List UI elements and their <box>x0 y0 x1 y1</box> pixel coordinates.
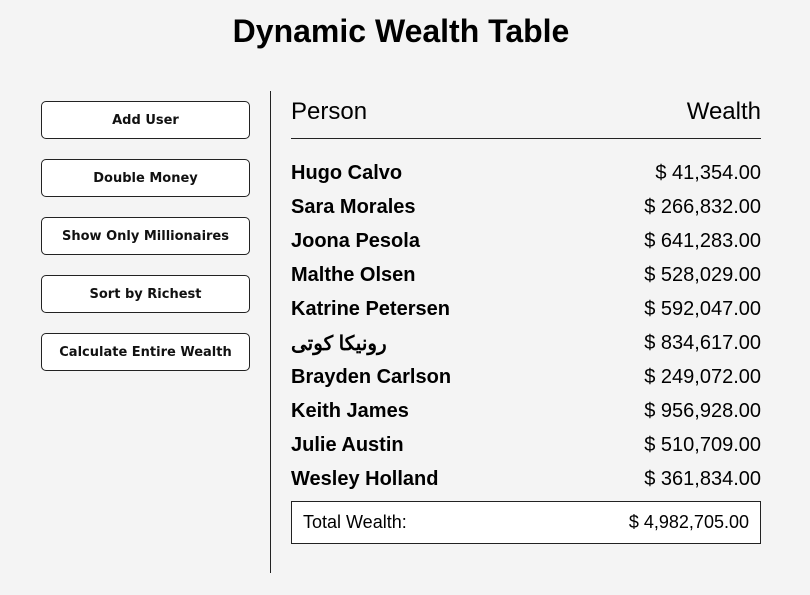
person-name: Wesley Holland <box>291 467 439 490</box>
vertical-divider <box>270 91 271 573</box>
page-title: Dynamic Wealth Table <box>232 13 570 49</box>
person-wealth: $ 641,283.00 <box>644 229 761 252</box>
person-wealth: $ 266,832.00 <box>644 195 761 218</box>
table-row: Keith James $ 956,928.00 <box>291 394 761 428</box>
calculate-entire-wealth-button[interactable]: Calculate Entire Wealth <box>41 333 250 371</box>
person-name: Brayden Carlson <box>291 365 452 388</box>
table-row: Joona Pesola $ 641,283.00 <box>291 224 761 258</box>
table-row: Katrine Petersen $ 592,047.00 <box>291 292 761 326</box>
person-wealth: $ 528,029.00 <box>644 263 761 286</box>
double-money-button[interactable]: Double Money <box>41 159 250 197</box>
wealth-column-header: Wealth <box>686 98 761 125</box>
person-name: Keith James <box>291 399 409 422</box>
table-row: Julie Austin $ 510,709.00 <box>291 428 761 462</box>
person-wealth: $ 956,928.00 <box>644 399 761 422</box>
total-wealth-value: $ 4,982,705.00 <box>628 512 749 532</box>
person-name: Joona Pesola <box>291 229 420 252</box>
table-body: Hugo Calvo $ 41,354.00 Sara Morales $ 26… <box>291 156 761 496</box>
person-name: Hugo Calvo <box>291 161 403 184</box>
wealth-table: Person Wealth Hugo Calvo $ 41,354.00 Sar… <box>291 98 761 544</box>
action-sidebar: Add User Double Money Show Only Milliona… <box>41 101 250 391</box>
add-user-button[interactable]: Add User <box>41 101 250 139</box>
person-name: Malthe Olsen <box>291 263 416 286</box>
total-wealth-box: Total Wealth: $ 4,982,705.00 <box>291 501 761 544</box>
person-wealth: $ 510,709.00 <box>644 433 761 456</box>
person-wealth: $ 249,072.00 <box>644 365 761 388</box>
person-wealth: $ 361,834.00 <box>644 467 761 490</box>
person-name: Sara Morales <box>291 195 416 218</box>
total-wealth-label: Total Wealth: <box>303 512 407 532</box>
table-row: Sara Morales $ 266,832.00 <box>291 190 761 224</box>
table-row: Wesley Holland $ 361,834.00 <box>291 462 761 496</box>
person-name: رونیکا کوتی <box>291 332 387 355</box>
person-name: Julie Austin <box>291 433 404 456</box>
table-row: Hugo Calvo $ 41,354.00 <box>291 156 761 190</box>
person-wealth: $ 41,354.00 <box>655 161 761 184</box>
show-only-millionaires-button[interactable]: Show Only Millionaires <box>41 217 250 255</box>
person-wealth: $ 592,047.00 <box>644 297 761 320</box>
table-row: Malthe Olsen $ 528,029.00 <box>291 258 761 292</box>
table-row: رونیکا کوتی $ 834,617.00 <box>291 326 761 360</box>
person-wealth: $ 834,617.00 <box>644 331 761 354</box>
table-header: Person Wealth <box>291 98 761 139</box>
sort-by-richest-button[interactable]: Sort by Richest <box>41 275 250 313</box>
table-row: Brayden Carlson $ 249,072.00 <box>291 360 761 394</box>
person-column-header: Person <box>291 98 368 125</box>
person-name: Katrine Petersen <box>291 297 450 320</box>
